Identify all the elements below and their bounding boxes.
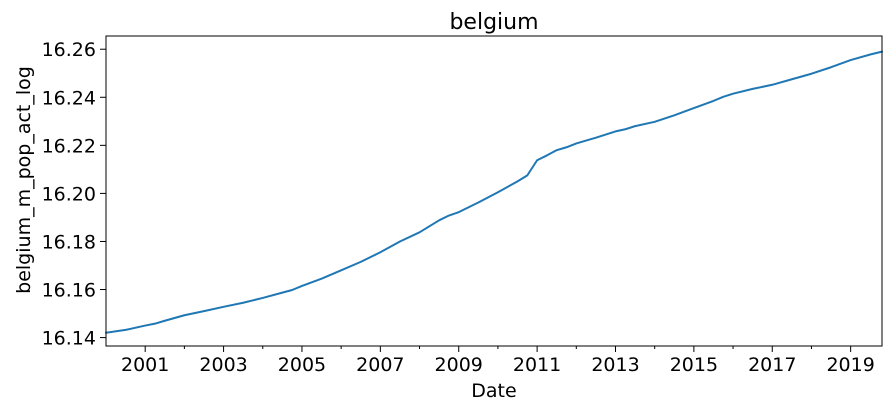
x-tick-label: 2009 bbox=[435, 354, 483, 376]
data-series-line bbox=[105, 50, 883, 334]
x-tick-label: 2003 bbox=[199, 354, 247, 376]
x-tick-label: 2013 bbox=[591, 354, 639, 376]
y-tick-label: 16.18 bbox=[42, 231, 96, 253]
x-tick-label: 2001 bbox=[121, 354, 169, 376]
x-tick-label: 2007 bbox=[356, 354, 404, 376]
x-tick-label: 2019 bbox=[826, 354, 874, 376]
y-tick-label: 16.14 bbox=[42, 328, 96, 350]
y-axis-label: belgium_m_pop_act_log bbox=[13, 66, 35, 294]
y-tick-label: 16.24 bbox=[42, 87, 96, 109]
plot-area-frame bbox=[105, 35, 883, 347]
y-tick-label: 16.22 bbox=[42, 135, 96, 157]
y-tick-label: 16.26 bbox=[42, 39, 96, 61]
y-tick-label: 16.20 bbox=[42, 183, 96, 205]
x-axis-ticks: 2001 2003 2005 2007 2009 2011 2013 2015 2017 2019 bbox=[121, 346, 875, 376]
y-axis-ticks: 16.14 16.16 16.18 16.20 16.22 16.24 16.26 bbox=[42, 39, 106, 350]
x-tick-label: 2017 bbox=[748, 354, 796, 376]
x-tick-label: 2005 bbox=[278, 354, 326, 376]
x-tick-label: 2011 bbox=[513, 354, 561, 376]
chart-title: belgium bbox=[449, 10, 538, 35]
x-axis-label: Date bbox=[471, 380, 516, 402]
y-tick-label: 16.16 bbox=[42, 280, 96, 302]
x-tick-label: 2015 bbox=[670, 354, 718, 376]
